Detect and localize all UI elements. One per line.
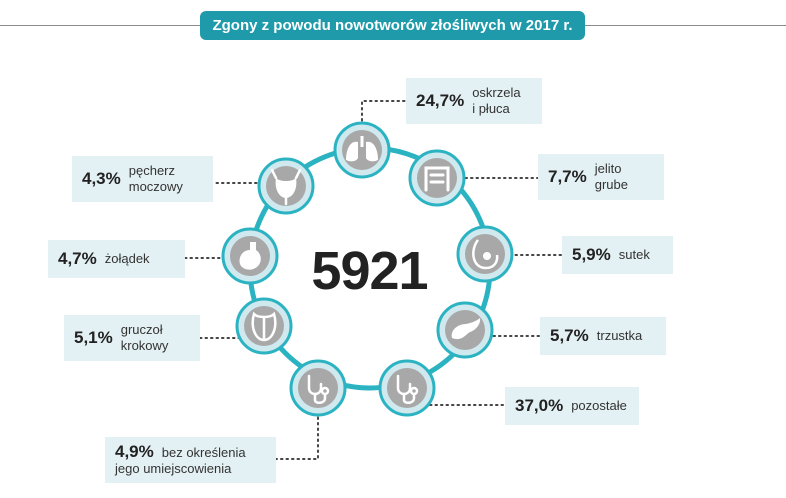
breast-icon — [472, 239, 499, 270]
label-line-1: pozostałe — [571, 398, 627, 413]
node-intestine — [408, 149, 466, 207]
intestine-icon — [424, 166, 450, 192]
label-lungs: 24,7% oskrzela i płuca — [406, 78, 542, 124]
label-line-1: bez określenia — [161, 444, 246, 460]
label-prostate: 5,1% gruczoł krokowy — [64, 315, 200, 361]
node-stomach — [221, 227, 279, 285]
percent-value: 4,9% — [115, 441, 154, 461]
label-bladder: 4,3% pęcherz moczowy — [72, 156, 213, 202]
node-unspecified — [289, 359, 347, 417]
leader-lines — [184, 100, 563, 460]
label-line-2: grube — [594, 177, 628, 192]
label-intestine: 7,7% jelito grube — [538, 154, 664, 200]
percent-value: 5,9% — [572, 245, 611, 264]
label-line-2: jego umiejscowienia — [115, 460, 232, 476]
percent-value: 4,3% — [82, 169, 121, 188]
label-pancreas: 5,7% trzustka — [540, 317, 666, 355]
label-line-1: oskrzela — [472, 85, 521, 100]
node-prostate — [235, 297, 293, 355]
label-stomach: 4,7% żołądek — [48, 240, 185, 278]
prostate-icon — [251, 311, 277, 342]
label-line-1: gruczoł — [120, 322, 163, 337]
leader-line-unspecified — [275, 411, 319, 460]
node-breast — [456, 225, 514, 283]
percent-value: 24,7% — [416, 91, 465, 110]
label-line-1: sutek — [618, 247, 650, 262]
stethoscope-icon — [396, 374, 419, 404]
percent-value: 7,7% — [548, 167, 587, 186]
pancreas-icon — [451, 318, 481, 340]
bladder-icon — [270, 168, 302, 206]
node-pancreas — [436, 301, 494, 359]
stethoscope-icon — [307, 374, 330, 404]
label-line-2: i płuca — [472, 101, 510, 116]
node-lungs — [333, 121, 391, 179]
label-line-2: krokowy — [120, 338, 169, 353]
label-line-1: jelito — [594, 161, 622, 176]
percent-value: 37,0% — [515, 396, 564, 415]
label-line-1: pęcherz — [128, 163, 175, 178]
percent-value: 4,7% — [58, 249, 97, 268]
label-line-2: moczowy — [128, 179, 183, 194]
percent-value: 5,7% — [550, 326, 589, 345]
label-line-1: trzustka — [596, 328, 643, 343]
label-other: 37,0% pozostałe — [505, 387, 639, 425]
label-line-1: żołądek — [104, 251, 150, 266]
stomach-icon — [239, 242, 261, 270]
label-unspecified: 4,9% bez określenia jego umiejscowienia — [105, 437, 276, 483]
total-count: 5921 — [311, 241, 428, 301]
percent-value: 5,1% — [74, 328, 113, 347]
node-bladder — [257, 157, 315, 215]
page-title: Zgony z powodu nowotworów złośliwych w 2… — [200, 11, 585, 40]
lungs-icon — [346, 136, 378, 162]
leader-line-lungs — [361, 100, 409, 127]
label-breast: 5,9% sutek — [562, 236, 673, 274]
node-other — [378, 359, 436, 417]
